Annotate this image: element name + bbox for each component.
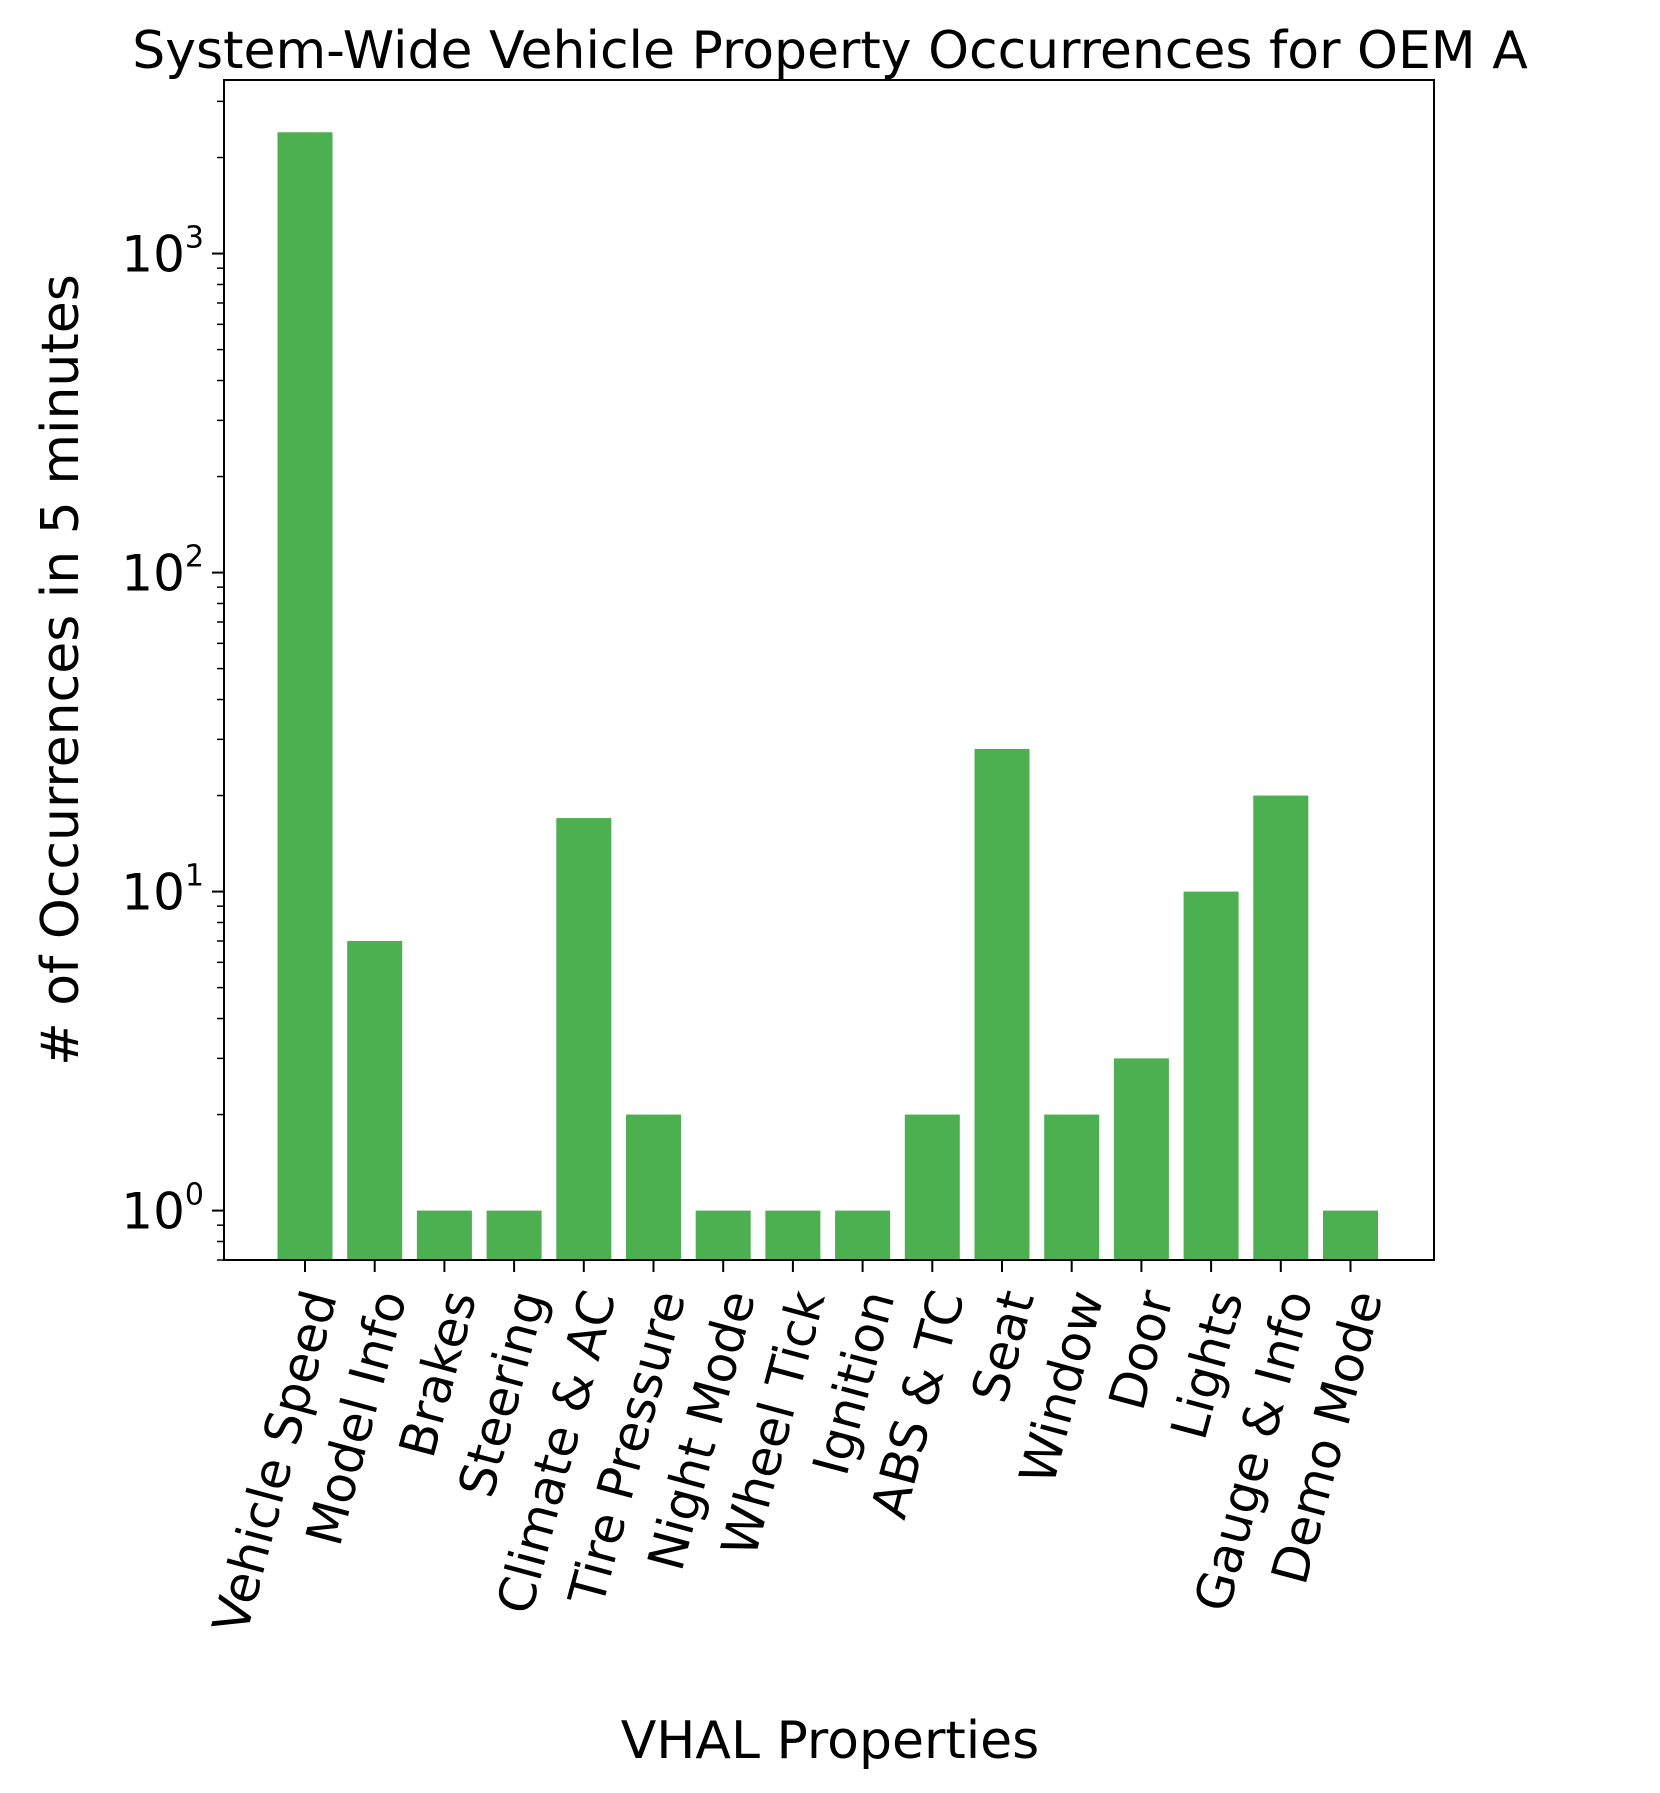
x-axis-title: VHAL Properties [621, 1711, 1040, 1771]
bar-abs-tc [904, 1114, 960, 1260]
y-tick-label: 102 [121, 540, 204, 603]
bar-vehicle-speed [277, 132, 333, 1260]
bar-night-mode [695, 1210, 751, 1260]
bar-wheel-tick [765, 1210, 821, 1260]
bar-model-info [347, 940, 403, 1260]
bar-door [1113, 1058, 1169, 1260]
plot-frame [223, 79, 1435, 1261]
bar-gauge-info [1253, 795, 1309, 1260]
bar-brakes [416, 1210, 472, 1260]
bar-steering [486, 1210, 542, 1260]
bar-seat [974, 748, 1030, 1260]
bar-tire-pressure [626, 1114, 681, 1260]
y-axis-title: # of Occurrences in 5 minutes [31, 274, 91, 1066]
bar-window [1044, 1114, 1100, 1260]
bar-ignition [835, 1210, 891, 1260]
bar-climate-ac [556, 818, 612, 1260]
y-tick-label: 100 [121, 1178, 204, 1241]
y-axis-ticks: 100 101 102 103 [121, 100, 224, 1261]
y-tick-label: 103 [121, 221, 204, 284]
bar-lights [1183, 891, 1239, 1260]
y-tick-label: 101 [121, 859, 204, 922]
bar-demo-mode [1323, 1210, 1378, 1260]
bars-group [277, 132, 1378, 1260]
chart-title: System-Wide Vehicle Property Occurrences… [132, 21, 1528, 81]
